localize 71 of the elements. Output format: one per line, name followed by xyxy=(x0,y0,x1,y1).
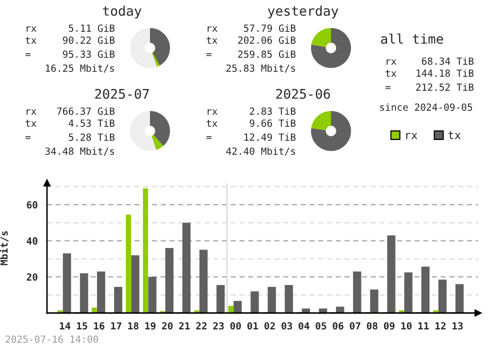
text: 2025-07-16 14:00 xyxy=(6,335,98,343)
text: rx xyxy=(208,109,218,115)
text: 42.40 Mbit/s xyxy=(226,147,296,156)
y-tick-label: 60 xyxy=(26,201,38,209)
x-tick-label: 23 xyxy=(213,322,224,330)
chart-title: today xyxy=(102,6,142,18)
chart-title: yesterday xyxy=(268,6,338,18)
text: = xyxy=(25,136,30,140)
text: 95.33 GiB xyxy=(62,50,115,58)
text: all time xyxy=(381,34,443,44)
x-tick-label: 18 xyxy=(128,322,138,330)
legend-label: rx xyxy=(406,132,418,140)
y-tick-label: 20 xyxy=(26,273,38,281)
x-tick-label: 06 xyxy=(332,322,344,330)
text: 2.83 TiB xyxy=(250,107,296,115)
text: 9.66 TiB xyxy=(250,119,296,127)
x-tick-label: 01 xyxy=(247,322,258,330)
y-axis-title: Mbit/s xyxy=(0,231,8,266)
text: tx xyxy=(206,36,218,44)
text: rx xyxy=(26,109,36,115)
text: = xyxy=(385,86,390,90)
text: 212.52 TiB xyxy=(416,83,474,91)
x-tick-label: 03 xyxy=(282,322,292,330)
text: since 2024-09-05 xyxy=(380,103,472,111)
text: 25.83 Mbit/s xyxy=(226,64,296,73)
x-tick-label: 16 xyxy=(94,322,104,330)
text: 12.49 TiB xyxy=(244,133,296,141)
text: 34.48 Mbit/s xyxy=(45,147,114,156)
x-tick-label: 14 xyxy=(60,322,70,330)
x-tick-label: 22 xyxy=(196,322,207,330)
legend-label: tx xyxy=(448,131,461,140)
x-tick-label: 20 xyxy=(162,322,173,330)
chart-title: 2025-07 xyxy=(95,88,149,99)
text: 16.25 Mbit/s xyxy=(46,64,114,73)
text: 144.18 TiB xyxy=(416,69,474,77)
text: 202.06 GiB xyxy=(238,36,296,44)
x-tick-label: 11 xyxy=(418,322,429,330)
x-tick-label: 09 xyxy=(384,322,394,330)
x-tick-label: 04 xyxy=(298,322,310,330)
x-tick-label: 19 xyxy=(145,322,156,330)
text: 4.53 TiB xyxy=(68,119,115,127)
text: rx xyxy=(386,59,396,65)
text: 90.22 GiB xyxy=(62,36,115,44)
x-tick-label: 05 xyxy=(316,322,326,330)
text: 766.37 GiB xyxy=(57,107,115,115)
x-tick-label: 00 xyxy=(230,322,241,330)
x-tick-label: 21 xyxy=(179,322,190,330)
text: = xyxy=(25,53,30,56)
text: 68.34 TiB xyxy=(422,57,474,65)
x-tick-label: 15 xyxy=(77,322,88,330)
text: = xyxy=(206,136,212,140)
text: tx xyxy=(386,70,396,77)
text: = xyxy=(206,53,212,56)
text: 57.79 GiB xyxy=(244,24,296,32)
text: rx xyxy=(26,26,36,32)
x-tick-label: 02 xyxy=(264,322,275,330)
text: rx xyxy=(208,26,218,32)
chart-title: 2025-06 xyxy=(276,88,330,99)
text: tx xyxy=(26,120,36,127)
x-tick-label: 12 xyxy=(435,322,446,330)
x-tick-label: 13 xyxy=(452,322,463,330)
x-tick-label: 08 xyxy=(366,322,378,330)
x-tick-label: 10 xyxy=(401,322,412,330)
x-tick-label: 17 xyxy=(111,322,122,330)
text: tx xyxy=(26,36,36,44)
text: 5.11 GiB xyxy=(68,24,115,32)
text: 259.85 GiB xyxy=(238,50,296,58)
text: 5.28 TiB xyxy=(68,133,115,141)
text: tx xyxy=(206,120,218,127)
x-tick-label: 07 xyxy=(350,322,360,330)
y-tick-label: 40 xyxy=(26,237,38,245)
